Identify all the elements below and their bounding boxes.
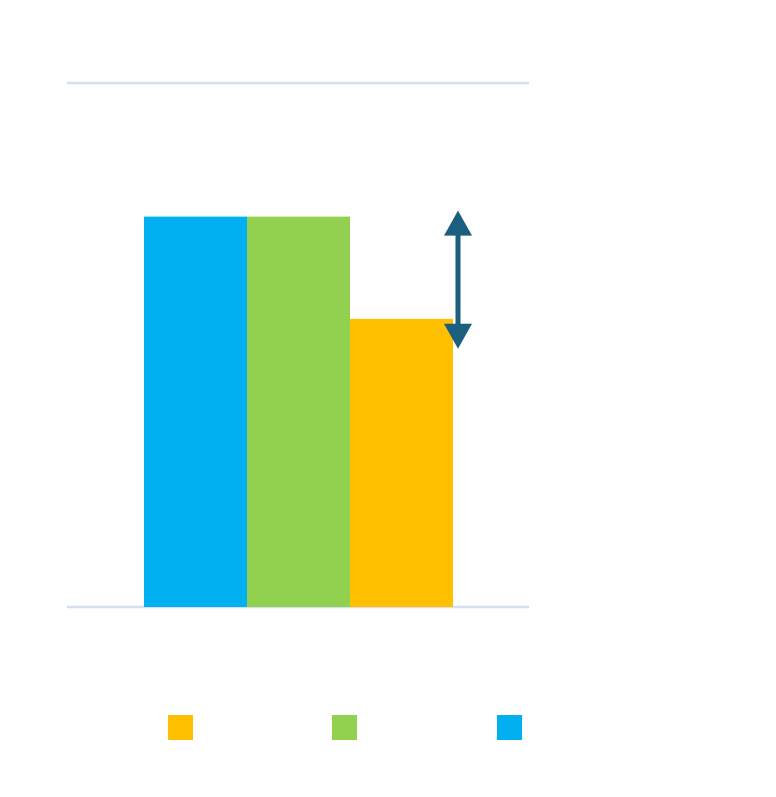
arrow-head-up bbox=[444, 210, 472, 236]
legend-swatch-series-3 bbox=[168, 715, 193, 740]
bars bbox=[144, 216, 453, 607]
bar-series-2 bbox=[247, 216, 350, 607]
legend bbox=[168, 715, 522, 740]
bar-series-1 bbox=[144, 216, 247, 607]
arrow-head-down bbox=[444, 323, 472, 349]
legend-swatch-series-2 bbox=[332, 715, 357, 740]
difference-annotation bbox=[444, 210, 472, 349]
bar-series-3 bbox=[350, 318, 453, 607]
legend-swatch-series-1 bbox=[497, 715, 522, 740]
